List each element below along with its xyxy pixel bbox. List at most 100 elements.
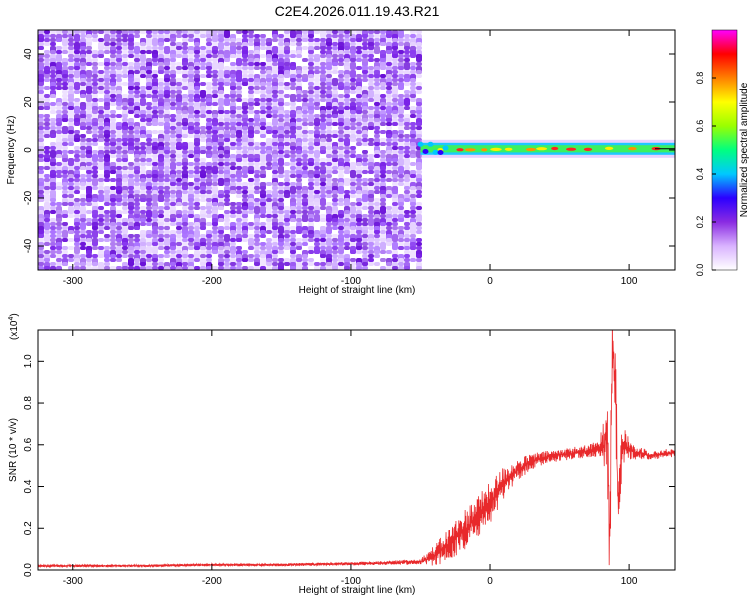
spectrogram-noise-cell (38, 86, 44, 90)
spectrogram-noise-cell (50, 134, 56, 138)
spectrogram-noise-cell (332, 134, 338, 138)
spectrogram-noise-cell (122, 58, 128, 62)
spectrogram-noise-cell (116, 198, 122, 202)
spectrogram-noise-cell (332, 114, 338, 118)
spectrogram-noise-cell (314, 114, 320, 118)
spectrogram-noise-cell (128, 102, 134, 106)
spectrogram-noise-cell (266, 202, 272, 210)
spectrogram-noise-cell (350, 50, 356, 54)
spectrogram-noise-cell (128, 30, 134, 34)
spectrogram-noise-cell (242, 234, 248, 238)
spectrogram-noise-cell (302, 150, 308, 154)
spectrogram-noise-cell (182, 194, 188, 202)
spectrogram-noise-cell (62, 246, 68, 250)
spectrogram-noise-cell (56, 130, 62, 134)
spectrogram-noise-cell (206, 42, 212, 46)
spectrogram-noise-cell (392, 158, 398, 162)
spectrogram-noise-cell (176, 170, 182, 174)
spectrogram-noise-cell (320, 178, 326, 182)
spectrogram-noise-cell (392, 46, 398, 50)
spectrogram-noise-cell (392, 94, 398, 98)
spectrogram-noise-cell (230, 146, 236, 150)
spectrogram-noise-cell (344, 30, 350, 34)
spectrogram-noise-cell (50, 198, 56, 202)
spectrogram-noise-cell (368, 50, 374, 54)
spectrogram-noise-cell (62, 162, 68, 166)
spectrogram-noise-cell (164, 102, 170, 110)
spectrogram-noise-cell (242, 214, 248, 218)
spectrogram-noise-cell (398, 202, 404, 206)
spectrogram-noise-cell (230, 178, 236, 182)
spectrogram-noise-cell (98, 62, 104, 66)
spectrogram-noise-cell (338, 266, 344, 270)
spectrogram-noise-cell (302, 46, 308, 50)
spectrogram-noise-cell (254, 86, 260, 90)
spectrogram-noise-cell (116, 222, 122, 226)
spectrogram-noise-cell (158, 258, 164, 262)
spectrogram-noise-cell (320, 242, 326, 246)
spectrogram-noise-cell (68, 38, 74, 42)
spectrogram-noise-cell (242, 238, 248, 242)
spectrogram-noise-cell (98, 78, 104, 82)
spectrogram-noise-cell (122, 194, 128, 198)
spectrogram-noise-cell (278, 258, 284, 262)
spectrogram-noise-cell (74, 138, 80, 142)
spectrogram-noise-cell (110, 94, 116, 98)
spectrogram-noise-cell (302, 266, 308, 270)
spectrogram-noise-cell (254, 90, 260, 94)
spectrogram-noise-cell (62, 138, 68, 142)
spectrogram-noise-cell (308, 34, 314, 38)
spectrogram-noise-cell (374, 170, 380, 174)
spectrogram-noise-cell (386, 102, 392, 106)
spectrogram-noise-cell (404, 50, 410, 54)
spectrogram-noise-cell (140, 74, 146, 78)
spectrogram-noise-cell (290, 186, 296, 194)
spectrogram-noise-cell (338, 150, 344, 154)
spectrogram-noise-cell (368, 118, 374, 122)
spectrogram-noise-cell (176, 154, 182, 158)
spectrogram-noise-cell (86, 174, 92, 178)
spectrogram-noise-cell (296, 74, 302, 78)
spectrogram-noise-cell (200, 178, 206, 182)
spectrogram-noise-cell (242, 30, 248, 34)
spectrogram-noise-cell (248, 246, 254, 250)
spectrogram-noise-cell (368, 30, 374, 34)
spectrogram-noise-cell (92, 198, 98, 202)
spectrogram-noise-cell (212, 250, 218, 254)
spectrogram-noise-cell (254, 162, 260, 166)
spectrogram-noise-cell (302, 78, 308, 82)
spectrogram-noise-cell (212, 82, 218, 86)
spectrogram-noise-cell (230, 134, 236, 138)
spectrogram-noise-cell (38, 122, 44, 126)
spectrogram-noise-cell (338, 198, 344, 202)
spectrogram-noise-cell (152, 106, 158, 110)
spectrogram-noise-cell (326, 34, 332, 38)
spectrogram-noise-cell (350, 230, 356, 234)
spectrogram-noise-cell (56, 82, 62, 86)
spectrogram-noise-cell (182, 166, 188, 170)
spectrogram-noise-cell (374, 190, 380, 194)
spectrogram-noise-cell (254, 110, 260, 114)
spectrogram-noise-cell (332, 118, 338, 122)
spectrogram-noise-cell (260, 246, 266, 250)
snr-y-tick-label: 0.6 (23, 437, 34, 451)
spectrogram-noise-cell (50, 30, 56, 34)
spectrogram-noise-cell (404, 142, 410, 146)
spectrogram-noise-cell (380, 242, 386, 250)
spectrogram-noise-cell (230, 162, 236, 166)
spectrogram-noise-cell (104, 178, 110, 182)
spectrogram-noise-cell (194, 106, 200, 110)
spectrogram-noise-cell (392, 258, 398, 262)
spectrogram-noise-cell (278, 154, 284, 158)
spectrogram-noise-cell (386, 174, 392, 178)
spectrogram-noise-cell (104, 86, 110, 90)
spectrogram-noise-cell (50, 50, 56, 54)
spectrogram-noise-cell (80, 218, 86, 222)
spectrogram-noise-cell (254, 246, 260, 250)
spectrogram-noise-cell (404, 218, 410, 222)
spectrogram-noise-cell (398, 258, 404, 262)
spectrogram-noise-cell (62, 202, 68, 206)
spectrogram-noise-cell (416, 258, 422, 262)
spectrogram-noise-cell (344, 266, 350, 270)
spectrogram-noise-cell (182, 30, 188, 34)
